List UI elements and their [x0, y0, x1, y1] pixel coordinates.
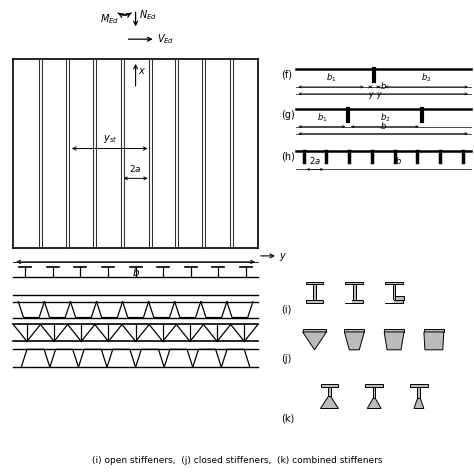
Bar — [424, 329, 444, 332]
Text: (f): (f) — [281, 70, 292, 80]
Text: b: b — [396, 157, 401, 166]
Bar — [384, 329, 404, 332]
Bar — [346, 282, 363, 284]
Polygon shape — [424, 332, 444, 350]
Polygon shape — [320, 397, 338, 409]
Bar — [410, 384, 428, 387]
Text: b: b — [381, 82, 386, 91]
Bar — [346, 300, 363, 302]
Bar — [320, 384, 338, 387]
Text: $b_2$: $b_2$ — [380, 111, 390, 124]
Polygon shape — [367, 399, 381, 409]
Polygon shape — [384, 332, 404, 350]
Bar — [328, 387, 331, 397]
Bar — [365, 384, 383, 387]
Bar — [353, 284, 356, 300]
Bar — [306, 282, 323, 284]
Text: (i) open stiffeners,  (j) closed stiffeners,  (k) combined stiffeners: (i) open stiffeners, (j) closed stiffene… — [92, 456, 382, 465]
Text: $b_1$: $b_1$ — [326, 72, 336, 84]
Text: (h): (h) — [281, 152, 295, 162]
Bar — [302, 329, 327, 332]
Text: (g): (g) — [281, 109, 294, 120]
Bar — [385, 282, 403, 284]
Text: y: y — [368, 90, 373, 99]
Text: $2a$: $2a$ — [309, 155, 321, 166]
Polygon shape — [414, 399, 424, 409]
Bar — [345, 329, 364, 332]
Bar — [385, 300, 403, 302]
Bar — [313, 284, 316, 300]
Bar — [346, 300, 352, 303]
Bar — [306, 300, 323, 302]
Text: y: y — [280, 251, 285, 261]
Text: $N_{Ed}$: $N_{Ed}$ — [138, 9, 156, 22]
Bar — [395, 296, 404, 300]
Polygon shape — [345, 332, 364, 350]
Text: $y_{st}$: $y_{st}$ — [102, 133, 117, 145]
Text: (k): (k) — [281, 414, 294, 424]
Text: b: b — [381, 122, 386, 131]
Text: $b_2$: $b_2$ — [421, 72, 432, 84]
Text: (i): (i) — [281, 305, 291, 315]
Bar — [418, 387, 420, 399]
Text: $2a$: $2a$ — [129, 164, 142, 174]
Text: y: y — [376, 90, 381, 99]
Bar — [373, 387, 375, 399]
Text: $V_{Ed}$: $V_{Ed}$ — [157, 32, 175, 46]
Text: $b_1$: $b_1$ — [317, 111, 327, 124]
Text: b: b — [132, 268, 139, 278]
Bar — [393, 284, 395, 300]
Text: x: x — [138, 66, 144, 76]
Bar — [385, 300, 394, 303]
Text: $M_{Ed}$: $M_{Ed}$ — [100, 12, 118, 26]
Text: (j): (j) — [281, 354, 291, 365]
Polygon shape — [302, 332, 327, 350]
